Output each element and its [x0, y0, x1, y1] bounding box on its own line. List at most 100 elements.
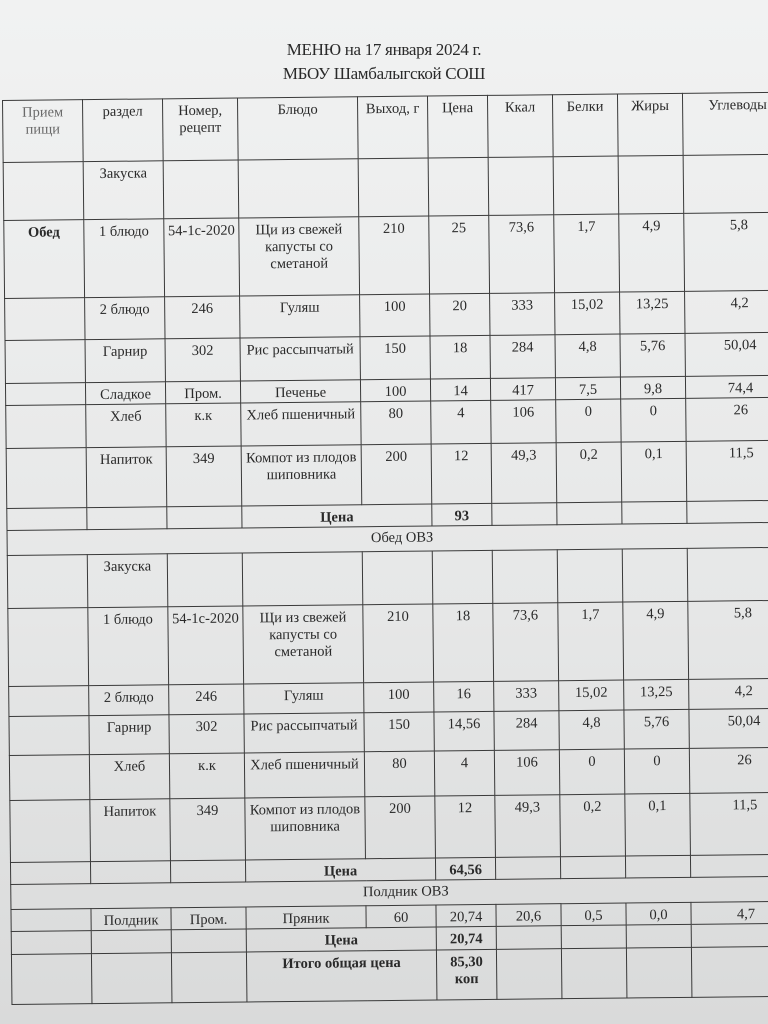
cell-carbs: 50,04 [684, 332, 768, 377]
table-row: Напиток 349 Компот из плодов шиповника 200 1… [9, 792, 768, 863]
header-protein: Белки [552, 94, 619, 157]
empty-cell [166, 506, 242, 529]
cell-protein: 15,02 [554, 292, 620, 335]
cell-section: Закуска [87, 553, 168, 608]
cell-price: 20,74 [435, 904, 497, 927]
cell-kcal: 49,3 [491, 442, 557, 504]
cell-fat [622, 548, 688, 603]
empty-cell [91, 952, 172, 1004]
cell-kcal: 417 [490, 377, 556, 401]
cell-price: 16 [433, 681, 494, 713]
empty-cell [491, 502, 557, 526]
total-label: Цена [246, 926, 437, 952]
header-section: раздел [82, 98, 164, 162]
cell-weight: 100 [360, 379, 431, 402]
cell-recipe: к.к [169, 752, 245, 799]
table-row: Обед 1 блюдо 54-1с-2020 Щи из свежей капуст… [3, 212, 768, 299]
cell-recipe: 246 [168, 684, 244, 715]
cell-kcal [488, 156, 554, 216]
cell-dish: Гуляш [239, 294, 360, 339]
cell-meal [9, 754, 90, 801]
table-row: Закуска [7, 547, 768, 609]
cell-fat: 5,76 [619, 333, 686, 378]
empty-cell [561, 925, 627, 949]
cell-price: 12 [434, 795, 496, 859]
cell-carbs: 4,2 [684, 290, 768, 334]
cell-carbs: 50,04 [688, 708, 768, 749]
empty-cell [691, 923, 768, 948]
empty-cell [625, 855, 691, 879]
cell-recipe: 246 [164, 296, 241, 339]
empty-cell [626, 947, 692, 999]
cell-meal: Обед [3, 219, 85, 299]
cell-carbs [687, 547, 768, 602]
cell-protein [553, 156, 619, 215]
cell-fat: 4,9 [618, 213, 685, 293]
cell-protein: 1,7 [557, 602, 624, 681]
header-price: Цена [427, 95, 489, 159]
cell-section: Гарнир [88, 714, 170, 755]
cell-dish: Щи из свежей капусты со сметаной [242, 604, 364, 685]
empty-cell [6, 507, 88, 531]
cell-carbs: 74,4 [685, 375, 768, 399]
document-title: МЕНЮ на 17 января 2024 г. МБОУ Шамбалыгс… [0, 38, 768, 86]
total-label: Цена [241, 504, 432, 529]
cell-kcal: 284 [489, 334, 556, 379]
cell-section: Напиток [89, 798, 171, 862]
cell-recipe: Пром. [165, 381, 241, 404]
cell-dish: Компот из плодов шиповника [244, 796, 366, 860]
cell-protein: 0 [559, 749, 625, 795]
cell-carbs: 11,5 [689, 792, 768, 856]
cell-kcal: 284 [493, 710, 560, 751]
cell-price: 25 [428, 215, 490, 295]
cell-recipe: 54-1с-2020 [163, 218, 240, 297]
cell-price: 4 [430, 400, 492, 445]
total-value: 85,30 коп [436, 949, 497, 1000]
cell-carbs [683, 154, 768, 214]
cell-weight: 210 [358, 216, 430, 295]
cell-weight: 150 [359, 336, 431, 380]
cell-carbs: 5,8 [687, 600, 768, 680]
cell-recipe: Пром. [170, 906, 247, 930]
title-line-1: МЕНЮ на 17 января 2024 г. [286, 40, 482, 59]
cell-fat: 13,25 [619, 291, 685, 335]
table-row: Закуска [3, 154, 768, 221]
cell-carbs: 5,8 [683, 212, 768, 292]
cell-dish [242, 551, 363, 607]
header-carbs: Углеводы [682, 92, 768, 156]
cell-protein: 0,2 [559, 794, 626, 857]
empty-cell [171, 928, 247, 953]
title-line-2: МБОУ Шамбалыгской СОШ [282, 64, 486, 83]
empty-cell [495, 856, 561, 880]
total-label: Цена [245, 858, 436, 882]
cell-dish: Рис рассыпчатый [240, 336, 361, 382]
cell-meal [4, 297, 86, 341]
cell-section: Сладкое [85, 381, 166, 405]
empty-cell [10, 861, 91, 885]
cell-meal [3, 161, 84, 221]
table-row: Хлеб к.к Хлеб пшеничный 80 4 106 0 0 26 [9, 747, 768, 801]
cell-dish: Хлеб пшеничный [240, 401, 362, 447]
empty-cell [560, 856, 626, 879]
empty-cell [686, 500, 768, 524]
cell-price: 20 [429, 293, 490, 337]
cell-meal [8, 715, 90, 756]
empty-cell [561, 948, 627, 999]
cell-kcal: 73,6 [492, 602, 559, 682]
cell-recipe [163, 160, 239, 219]
cell-price: 14,56 [433, 711, 495, 752]
menu-table: Прием пищи раздел Номер, рецепт Блюдо Выход,… [2, 92, 768, 1005]
empty-cell [90, 860, 171, 884]
cell-section: Напиток [86, 446, 167, 508]
cell-recipe: 349 [166, 446, 242, 507]
cell-protein: 7,5 [555, 377, 621, 400]
cell-meal [8, 685, 89, 717]
cell-carbs: 11,5 [686, 440, 768, 502]
empty-cell [626, 924, 692, 949]
total-value: 64,56 [435, 857, 496, 881]
empty-cell [556, 502, 622, 525]
total-value: 20,74 [436, 926, 497, 950]
table-row: Напиток 349 Компот из плодов шиповника 200 1… [6, 440, 768, 509]
table-header-row: Прием пищи раздел Номер, рецепт Блюдо Выход,… [2, 92, 768, 163]
empty-cell [170, 859, 246, 883]
